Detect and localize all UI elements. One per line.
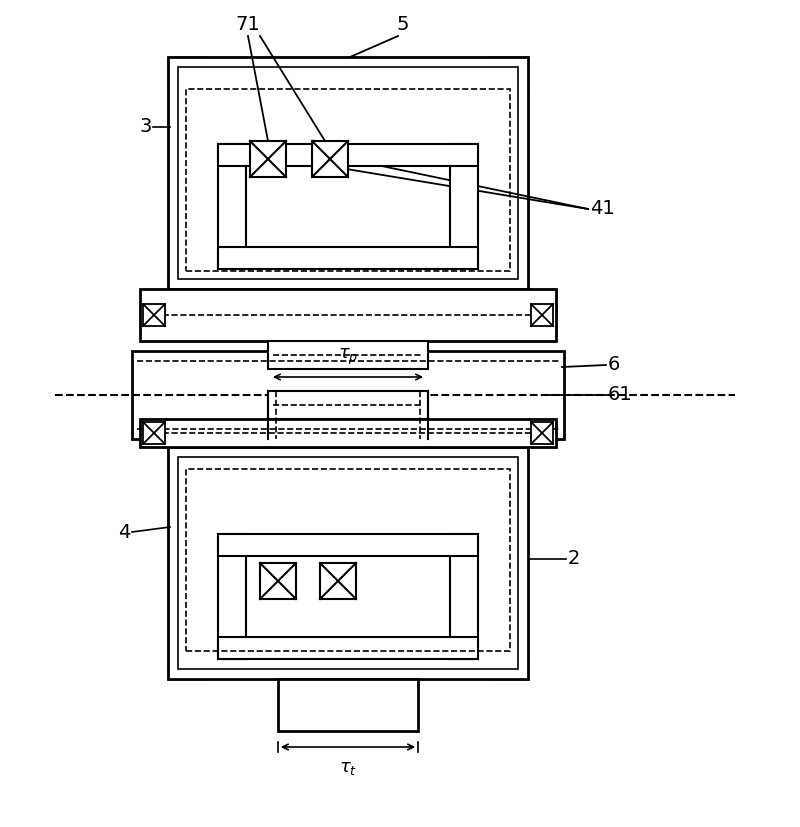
Bar <box>218 637 478 659</box>
Bar <box>218 247 478 269</box>
Bar <box>268 341 428 369</box>
Bar <box>528 289 556 341</box>
Bar <box>186 89 510 271</box>
Bar <box>250 141 286 177</box>
Bar <box>143 304 165 326</box>
Bar <box>320 563 356 599</box>
Bar <box>168 271 528 289</box>
Bar <box>246 556 450 637</box>
Text: 71: 71 <box>236 15 260 34</box>
Bar <box>218 534 246 659</box>
Bar <box>218 534 478 556</box>
Bar <box>168 447 528 479</box>
Bar <box>178 67 518 279</box>
Bar <box>218 144 246 269</box>
Bar <box>140 289 168 341</box>
Bar <box>450 534 478 659</box>
Text: $\tau_p$: $\tau_p$ <box>338 347 358 367</box>
Bar <box>218 144 478 166</box>
Bar <box>178 457 518 669</box>
Text: 3: 3 <box>140 117 152 136</box>
Text: 4: 4 <box>118 523 130 542</box>
Bar <box>140 419 556 447</box>
Bar <box>260 563 296 599</box>
Bar <box>312 141 348 177</box>
Bar <box>186 469 510 651</box>
Text: 61: 61 <box>608 385 633 404</box>
Bar <box>531 422 553 444</box>
Text: $\tau_t$: $\tau_t$ <box>339 759 357 777</box>
Bar <box>132 351 564 439</box>
Bar <box>490 57 528 289</box>
Bar <box>168 447 528 679</box>
Bar <box>168 57 528 89</box>
Text: 41: 41 <box>590 199 614 218</box>
Bar <box>531 304 553 326</box>
Bar <box>140 289 556 341</box>
Bar <box>168 661 528 679</box>
Bar <box>490 447 528 679</box>
Bar <box>168 447 206 679</box>
Text: 6: 6 <box>608 356 620 375</box>
Bar <box>140 419 168 447</box>
Text: 5: 5 <box>397 15 410 34</box>
Bar <box>143 422 165 444</box>
Bar <box>278 679 418 731</box>
Bar <box>450 144 478 269</box>
Bar <box>168 57 206 289</box>
Text: 2: 2 <box>568 549 580 568</box>
Bar <box>168 57 528 289</box>
Bar <box>528 419 556 447</box>
Bar <box>268 391 428 419</box>
Bar <box>246 166 450 247</box>
